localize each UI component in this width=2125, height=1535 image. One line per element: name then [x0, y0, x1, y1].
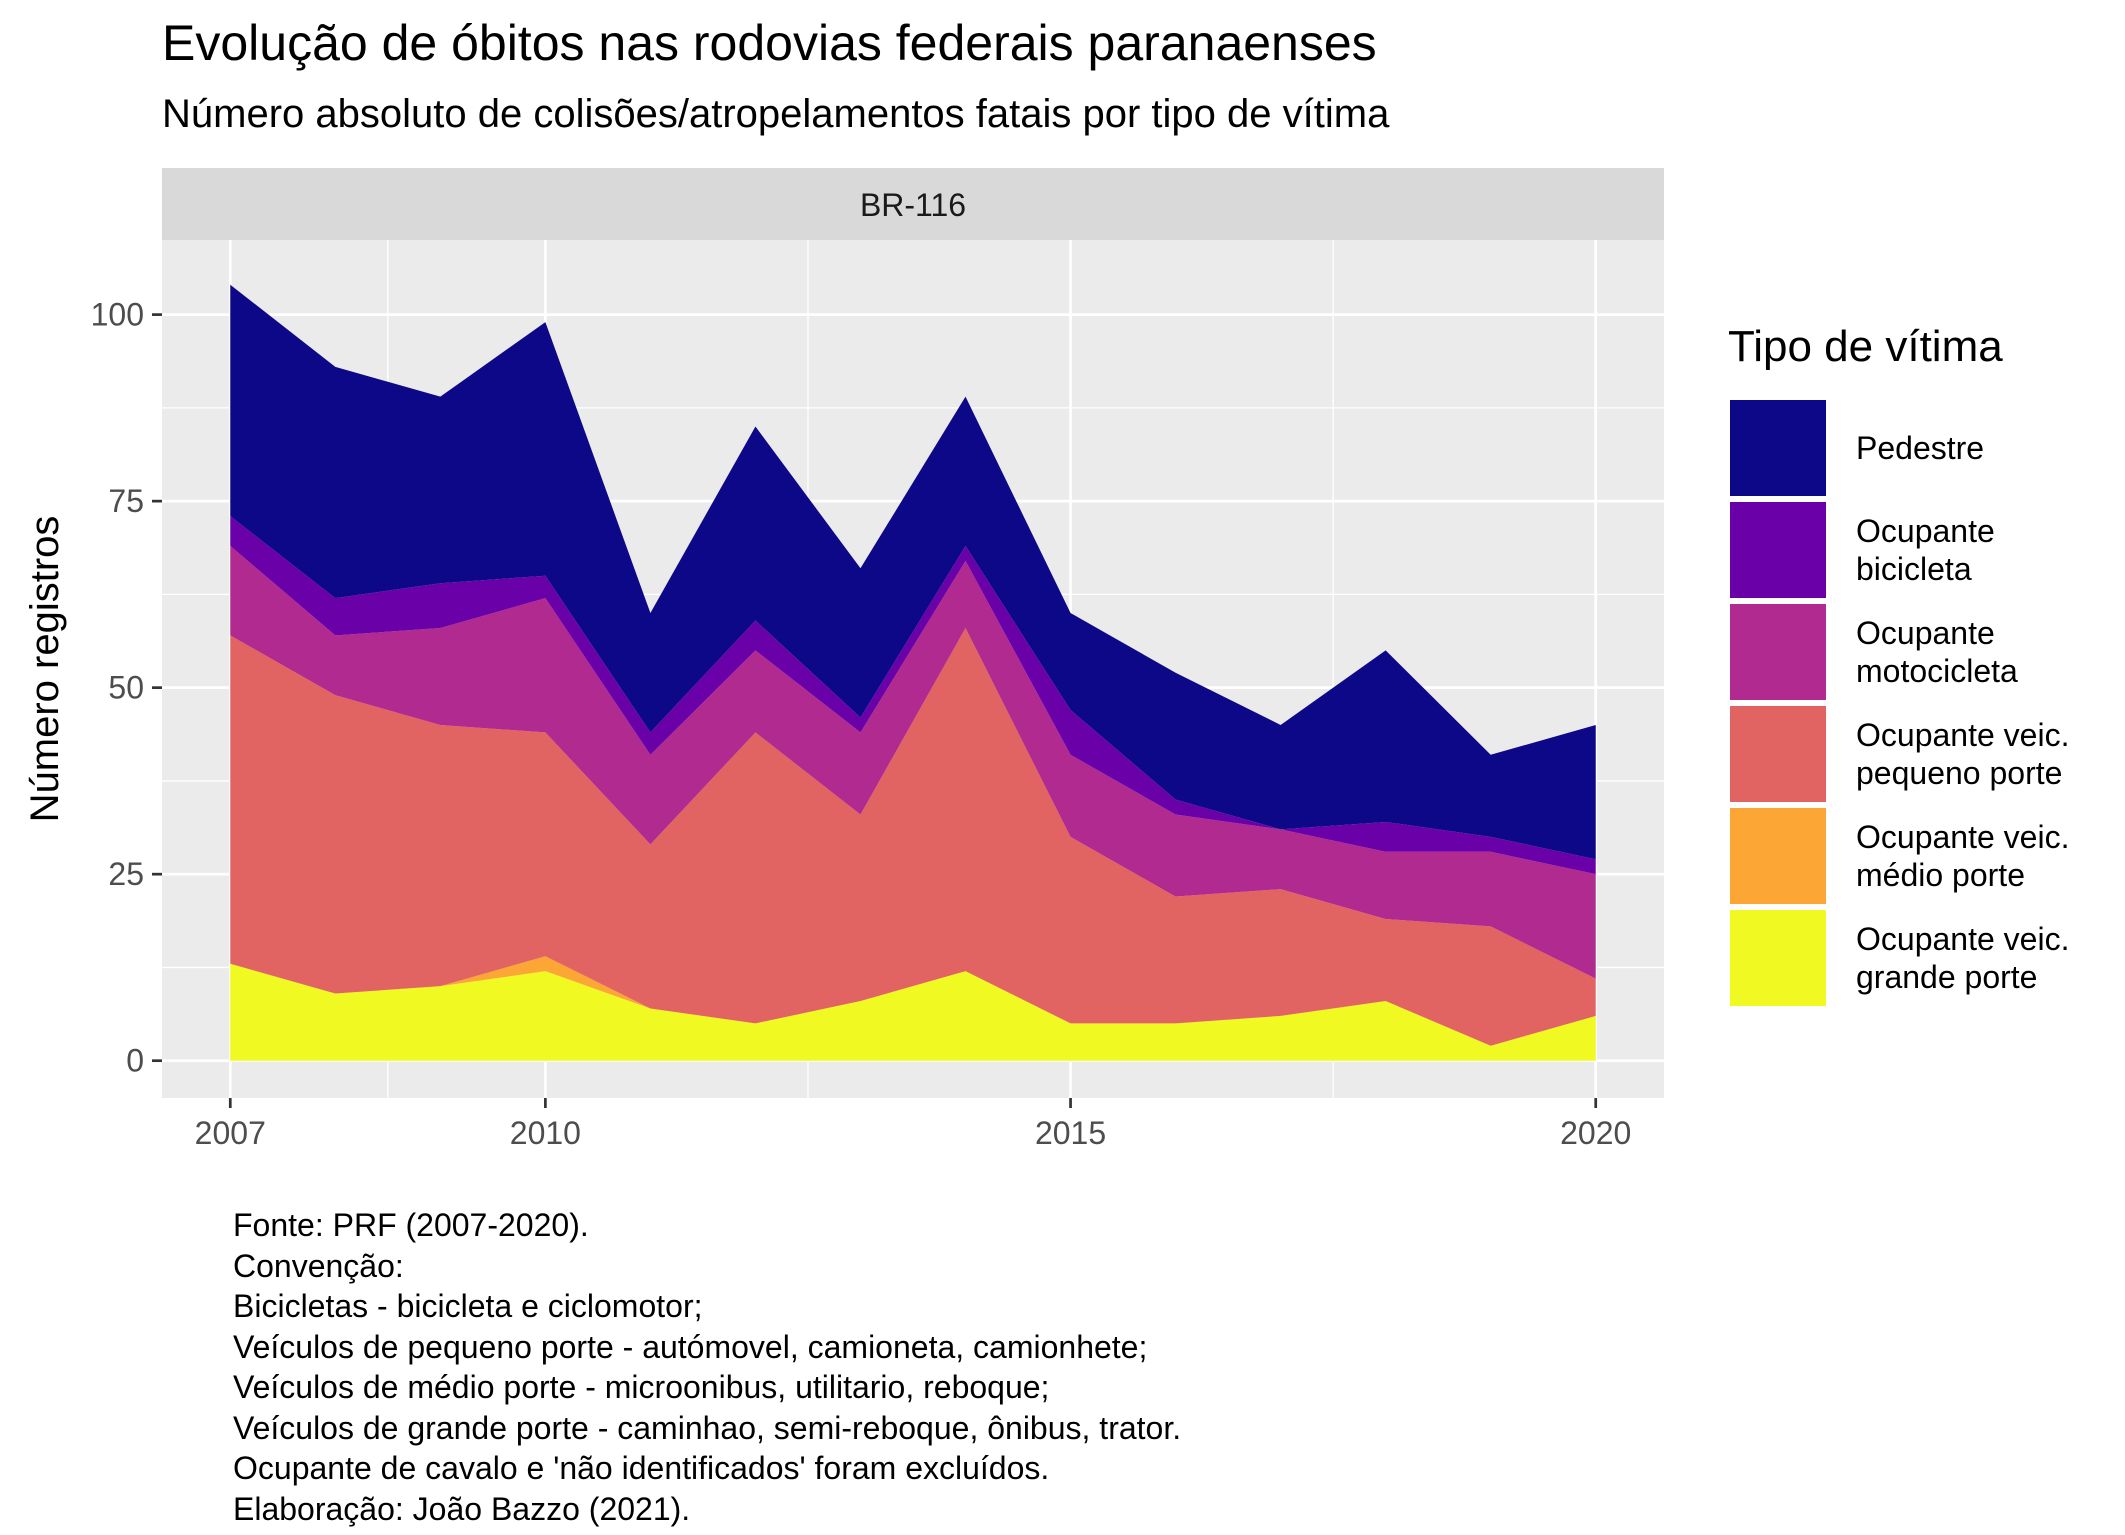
legend-key	[1730, 604, 1826, 700]
x-axis: 2007 2010 2015 2020	[195, 1098, 1631, 1151]
legend-label: Ocupante veic. pequeno porte	[1856, 717, 2070, 791]
area-ocupante-veic-pequeno-porte	[230, 627, 1596, 1046]
y-axis-label: Número registros	[23, 516, 67, 823]
caption-line: Convenção:	[233, 1247, 404, 1284]
legend-item-pedestre: Pedestre	[1728, 398, 2108, 498]
legend-title: Tipo de vítima	[1728, 322, 2003, 371]
x-tick-label: 2015	[1035, 1115, 1106, 1151]
area-ocupante-veic-medio-porte	[230, 956, 1596, 1046]
caption: Fonte: PRF (2007-2020). Convenção: Bicic…	[233, 1205, 1181, 1529]
y-tick-label: 25	[108, 856, 144, 892]
legend-item-medio-porte: Ocupante veic. médio porte	[1728, 806, 2108, 906]
legend-label: Ocupante motocicleta	[1856, 615, 2018, 689]
y-tick-label: 50	[108, 670, 144, 706]
facet-strip	[162, 168, 1664, 240]
legend-label: Ocupante bicicleta	[1856, 513, 1995, 587]
y-tick-label: 0	[126, 1043, 144, 1079]
chart-title: Evolução de óbitos nas rodovias federais…	[162, 15, 1377, 71]
chart-subtitle: Número absoluto de colisões/atropelament…	[162, 92, 1390, 136]
legend-key	[1730, 706, 1826, 802]
caption-line: Elaboração: João Bazzo (2021).	[233, 1490, 691, 1527]
area-ocupante-motocicleta	[230, 545, 1596, 979]
x-tick-label: 2020	[1560, 1115, 1631, 1151]
caption-line: Ocupante de cavalo e 'não identificados'…	[233, 1450, 1050, 1486]
area-ocupante-bicicleta	[230, 516, 1596, 875]
caption-line: Bicicletas - bicicleta e ciclomotor;	[233, 1288, 703, 1324]
legend-item-grande-porte: Ocupante veic. grande porte	[1728, 908, 2108, 1008]
legend-label: Pedestre	[1856, 430, 1985, 466]
y-tick-label: 100	[91, 297, 144, 333]
legend-item-ocupante-bicicleta: Ocupante bicicleta	[1728, 500, 2108, 600]
legend-item-pequeno-porte: Ocupante veic. pequeno porte	[1728, 704, 2108, 804]
x-tick-label: 2010	[510, 1115, 581, 1151]
caption-line: Veículos de pequeno porte - autómovel, c…	[233, 1328, 1148, 1365]
x-tick-label: 2007	[195, 1115, 266, 1151]
stacked-areas	[230, 284, 1596, 1061]
legend-label: Ocupante veic. grande porte	[1856, 921, 2070, 995]
legend-key	[1730, 502, 1826, 598]
legend-key	[1730, 400, 1826, 496]
legend-item-ocupante-motocicleta: Ocupante motocicleta	[1728, 602, 2108, 702]
facet-strip-label: BR-116	[860, 187, 966, 223]
y-axis: 0 25 50 75 100	[91, 297, 162, 1079]
area-pedestre	[230, 284, 1596, 860]
legend-key	[1730, 808, 1826, 904]
legend-key	[1730, 910, 1826, 1006]
legend-label: Ocupante veic. médio porte	[1856, 819, 2070, 893]
area-ocupante-veic-grande-porte	[230, 963, 1596, 1061]
caption-line: Veículos de médio porte - microonibus, u…	[233, 1369, 1050, 1405]
y-tick-label: 75	[108, 483, 144, 519]
caption-line: Fonte: PRF (2007-2020).	[233, 1207, 589, 1243]
caption-line: Veículos de grande porte - caminhao, sem…	[233, 1409, 1182, 1446]
